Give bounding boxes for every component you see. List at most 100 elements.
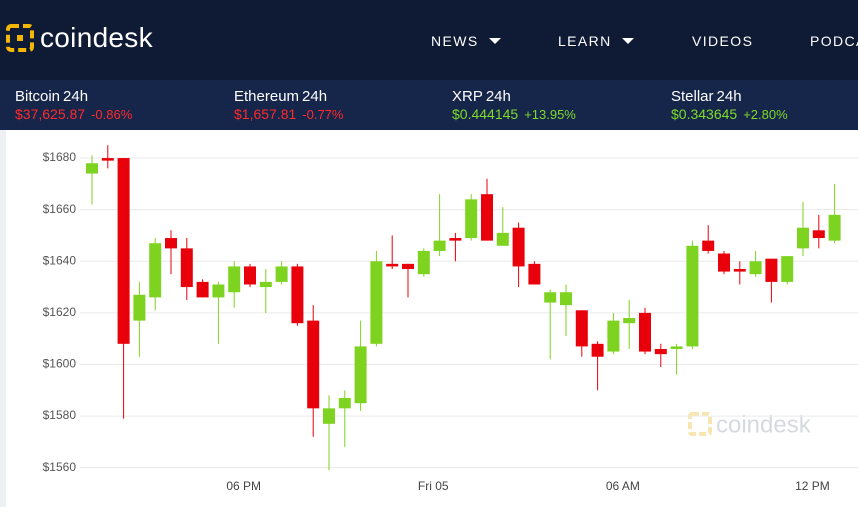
y-tick-label: $1660 <box>43 202 77 216</box>
candle-body <box>591 343 604 357</box>
ticker[interactable]: Bitcoin 24h $37,625.87 -0.86% <box>15 88 132 124</box>
candle-body <box>433 240 446 251</box>
logo-icon <box>6 24 34 52</box>
candle-body <box>117 158 130 344</box>
candle-body <box>812 230 825 239</box>
ticker-period: 24h <box>716 88 742 105</box>
candle-body <box>228 266 241 293</box>
x-tick-label: Fri 05 <box>418 479 449 493</box>
candle-body <box>465 199 478 239</box>
candle-body <box>275 266 288 282</box>
nav-item[interactable]: LEARN <box>558 33 634 49</box>
candle-body <box>749 261 762 275</box>
candle-body <box>670 346 683 349</box>
nav-label: PODCASTS <box>810 33 858 49</box>
ticker-values: $37,625.87 -0.86% <box>15 106 132 124</box>
ticker[interactable]: Ethereum 24h $1,657.81 -0.77% <box>234 88 344 124</box>
candle-body <box>607 320 620 352</box>
candle-body <box>133 294 146 321</box>
candle-body <box>259 281 272 288</box>
ticker-head: XRP 24h <box>452 88 576 106</box>
nav-item[interactable]: NEWS <box>431 33 501 49</box>
nav-item[interactable]: VIDEOS <box>692 33 753 49</box>
candle-body <box>575 310 588 347</box>
candle-body <box>686 245 699 347</box>
ticker-name: XRP <box>452 88 483 105</box>
ticker-price: $1,657.81 <box>234 106 297 122</box>
ticker-period: 24h <box>63 88 89 105</box>
ticker-price: $0.343645 <box>671 106 738 122</box>
candle-body <box>101 158 114 161</box>
y-tick-label: $1560 <box>43 460 77 474</box>
header: coindesk NEWS LEARN VIDEOS PODCASTS <box>0 0 858 80</box>
chart-edge <box>0 130 6 507</box>
dropdown-caret <box>621 38 634 44</box>
ticker-change: -0.86% <box>91 107 133 122</box>
candle-body <box>212 284 225 298</box>
candle-body <box>244 266 256 285</box>
candle-body <box>449 238 462 241</box>
x-tick-label: 12 PM <box>795 479 830 493</box>
candle-body <box>481 194 493 241</box>
ticker-name: Stellar <box>671 88 714 105</box>
candle-body <box>544 292 557 303</box>
candle-body <box>654 348 667 355</box>
dropdown-caret <box>488 38 501 44</box>
candle-body <box>180 248 193 288</box>
y-tick-label: $1620 <box>43 305 77 319</box>
ticker-name: Bitcoin <box>15 88 61 105</box>
candle-body <box>560 292 572 306</box>
ticker-head: Ethereum 24h <box>234 88 344 106</box>
candle-body <box>797 227 809 249</box>
y-tick-label: $1680 <box>43 150 77 164</box>
candle-body <box>196 281 209 298</box>
candle-body <box>149 243 162 298</box>
x-tick-label: 06 PM <box>226 479 261 493</box>
logo[interactable]: coindesk <box>6 22 153 54</box>
ticker-price: $0.444145 <box>452 106 519 122</box>
candle-body <box>386 263 399 267</box>
nav-item[interactable]: PODCASTS <box>810 33 858 49</box>
ticker-values: $1,657.81 -0.77% <box>234 106 344 124</box>
ticker-change: +2.80% <box>743 107 788 122</box>
x-tick-label: 06 AM <box>606 479 640 493</box>
candle-body <box>623 318 636 324</box>
candle-body <box>291 266 304 324</box>
ticker-period: 24h <box>485 88 511 105</box>
candle-body <box>370 261 383 344</box>
candle-body <box>828 214 841 241</box>
watermark-text: coindesk <box>716 411 812 438</box>
y-tick-label: $1600 <box>43 357 77 371</box>
nav-label: VIDEOS <box>692 33 754 49</box>
chart: coindesk $1560 $1580 $1600 $1620 $1640 $1660 $… <box>0 130 858 507</box>
nav-label: LEARN <box>558 33 612 49</box>
ticker[interactable]: Stellar 24h $0.343645 +2.80% <box>671 88 788 124</box>
ticker-change: -0.77% <box>302 107 344 122</box>
ticker-price: $37,625.87 <box>15 106 86 122</box>
logo-text: coindesk <box>40 22 153 53</box>
ticker-bar: Bitcoin 24h $37,625.87 -0.86% Ethereum 24h $1,… <box>0 80 858 130</box>
ticker[interactable]: XRP 24h $0.444145 +13.95% <box>452 88 576 124</box>
candle-body <box>781 256 794 282</box>
candle-body <box>718 253 730 272</box>
candle-body <box>496 232 509 246</box>
ticker-change: +13.95% <box>524 107 576 122</box>
nav-label: NEWS <box>431 33 479 49</box>
ticker-values: $0.343645 +2.80% <box>671 106 788 124</box>
candle-body <box>512 227 525 267</box>
ticker-head: Bitcoin 24h <box>15 88 132 106</box>
y-tick-label: $1640 <box>43 253 77 267</box>
ticker-values: $0.444145 +13.95% <box>452 106 576 124</box>
candle-body <box>354 346 367 404</box>
ticker-period: 24h <box>302 88 328 105</box>
ticker-name: Ethereum <box>234 88 300 105</box>
candle-body <box>639 312 651 352</box>
candle-body <box>402 263 414 270</box>
candle-body <box>307 320 320 409</box>
y-tick-label: $1580 <box>43 408 77 422</box>
candle-body <box>733 269 746 272</box>
candle-body <box>702 240 715 251</box>
candle-body <box>528 263 541 285</box>
candle-body <box>765 258 778 282</box>
